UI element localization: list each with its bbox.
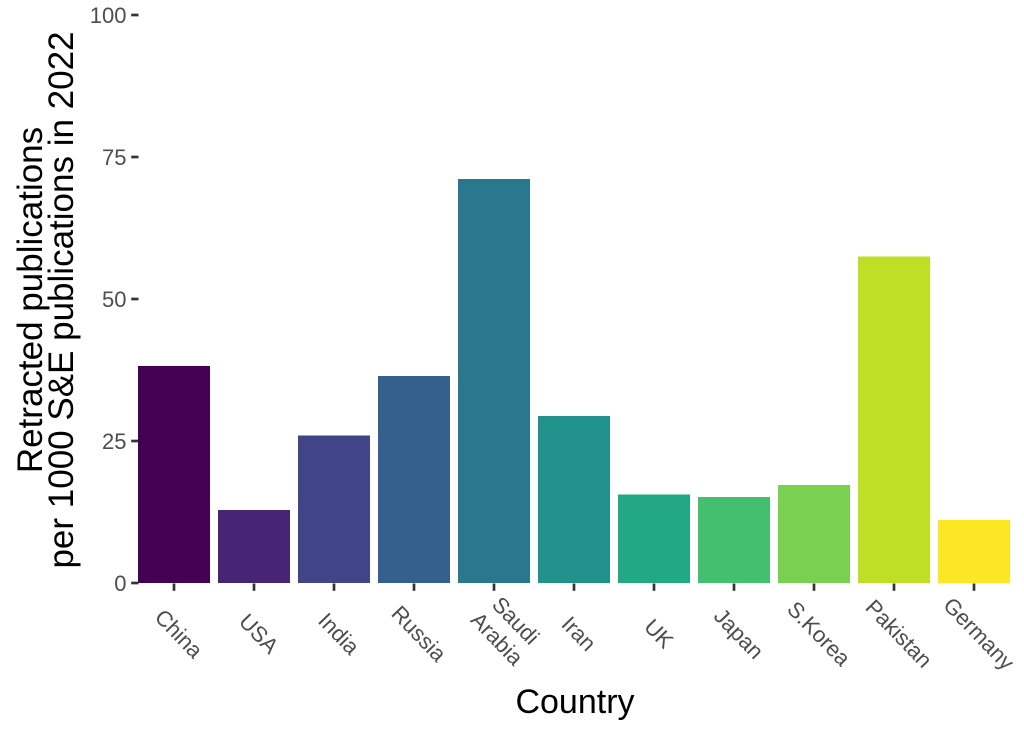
svg-text:100: 100	[90, 3, 127, 28]
svg-text:Retracted publicationsper 1000: Retracted publicationsper 1000 S&E publi…	[11, 31, 81, 568]
svg-text:50: 50	[102, 287, 126, 312]
svg-text:0: 0	[114, 571, 126, 596]
svg-text:25: 25	[102, 429, 126, 454]
svg-text:Country: Country	[515, 683, 634, 721]
svg-text:75: 75	[102, 145, 126, 170]
